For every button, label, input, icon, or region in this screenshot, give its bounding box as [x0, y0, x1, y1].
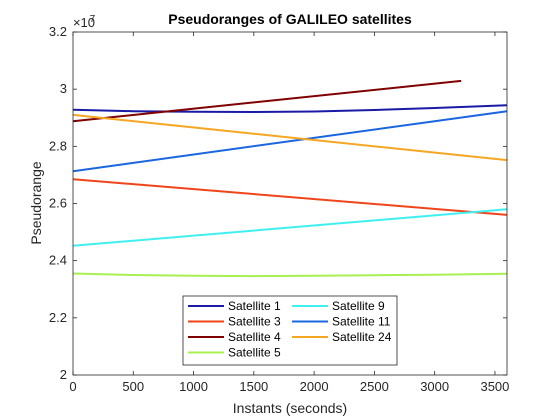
y-multiplier-exponent: 7: [90, 14, 96, 25]
ticks-layer: 0 500 1000 1500 2000 2500 3000 3500 2 2.2 2.4 2.6 2.…: [49, 24, 509, 394]
y-tick-label: 2: [60, 367, 67, 382]
x-tick-label: 1000: [179, 379, 208, 394]
x-axis-label: Instants (seconds): [233, 400, 347, 416]
legend-label: Satellite 11: [332, 315, 391, 329]
legend-label: Satellite 9: [332, 299, 385, 313]
series-line-2: [72, 178, 508, 216]
series-layer: [72, 79, 508, 278]
y-tick-label: 2.6: [49, 196, 67, 211]
x-tick-label: 500: [122, 379, 144, 394]
series-line-3: [72, 79, 462, 123]
legend-label: Satellite 24: [332, 330, 392, 344]
chart-title: Pseudoranges of GALILEO satellites: [168, 11, 412, 27]
y-tick-label: 2.4: [49, 253, 67, 268]
series-line-1: [72, 104, 508, 113]
legend-label: Satellite 5: [228, 346, 281, 360]
y-tick-label: 3.2: [49, 24, 67, 39]
x-tick-label: 3000: [420, 379, 449, 394]
series-line-7: [72, 113, 508, 162]
x-tick-label: 2000: [300, 379, 329, 394]
x-tick-label: 1500: [239, 379, 268, 394]
y-tick-label: 3: [60, 81, 67, 96]
y-tick-label: 2.2: [49, 310, 67, 325]
series-line-4: [72, 272, 508, 278]
series-line-6: [72, 110, 508, 173]
y-axis-label: Pseudorange: [28, 161, 44, 245]
legend-label: Satellite 1: [228, 299, 281, 313]
legend-label: Satellite 4: [228, 330, 281, 344]
y-tick-label: 2.8: [49, 138, 67, 153]
x-tick-label: 0: [69, 379, 76, 394]
x-tick-label: 2500: [360, 379, 389, 394]
series-line-5: [72, 208, 508, 247]
legend-label: Satellite 3: [228, 315, 281, 329]
y-multiplier-times: ×: [73, 15, 81, 30]
y-multiplier: 10× 7: [73, 14, 96, 30]
y-multiplier-base: 10: [81, 15, 95, 30]
x-tick-label: 3500: [480, 379, 509, 394]
